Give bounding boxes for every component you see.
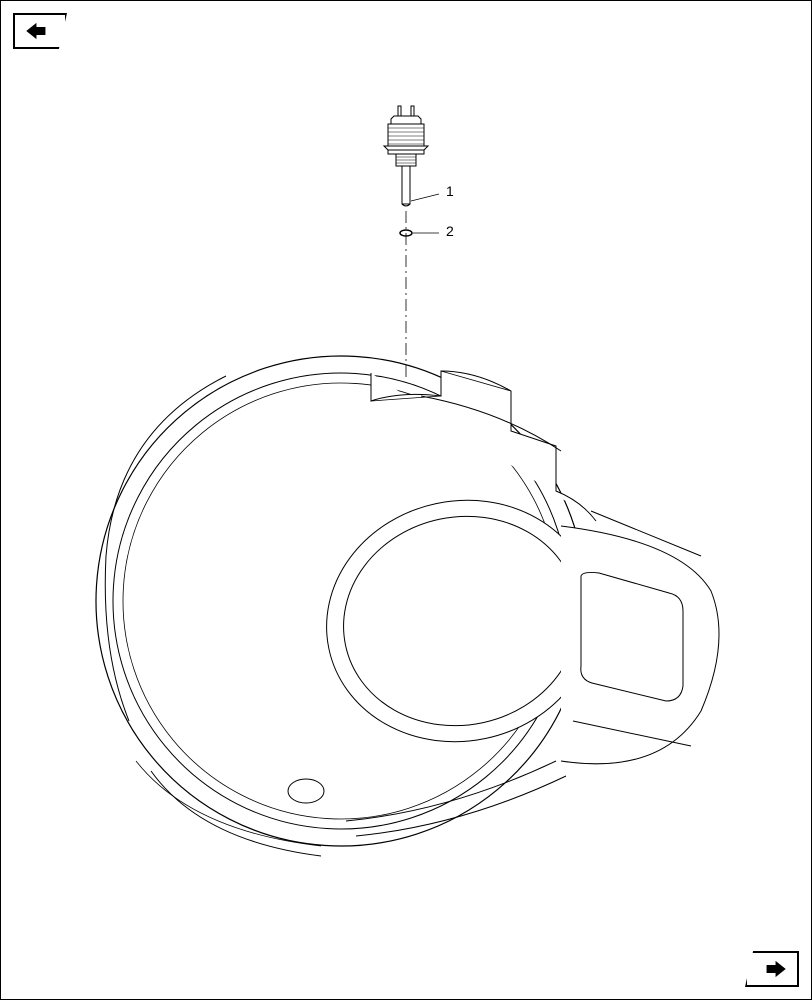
callout-label-1: 1 — [446, 183, 454, 199]
leader-line-1 — [411, 194, 439, 201]
exploded-view-svg — [1, 1, 812, 1001]
technical-diagram — [1, 1, 811, 999]
sensor-component — [384, 106, 428, 206]
callout-label-2: 2 — [446, 223, 454, 239]
housing-component — [32, 292, 719, 909]
